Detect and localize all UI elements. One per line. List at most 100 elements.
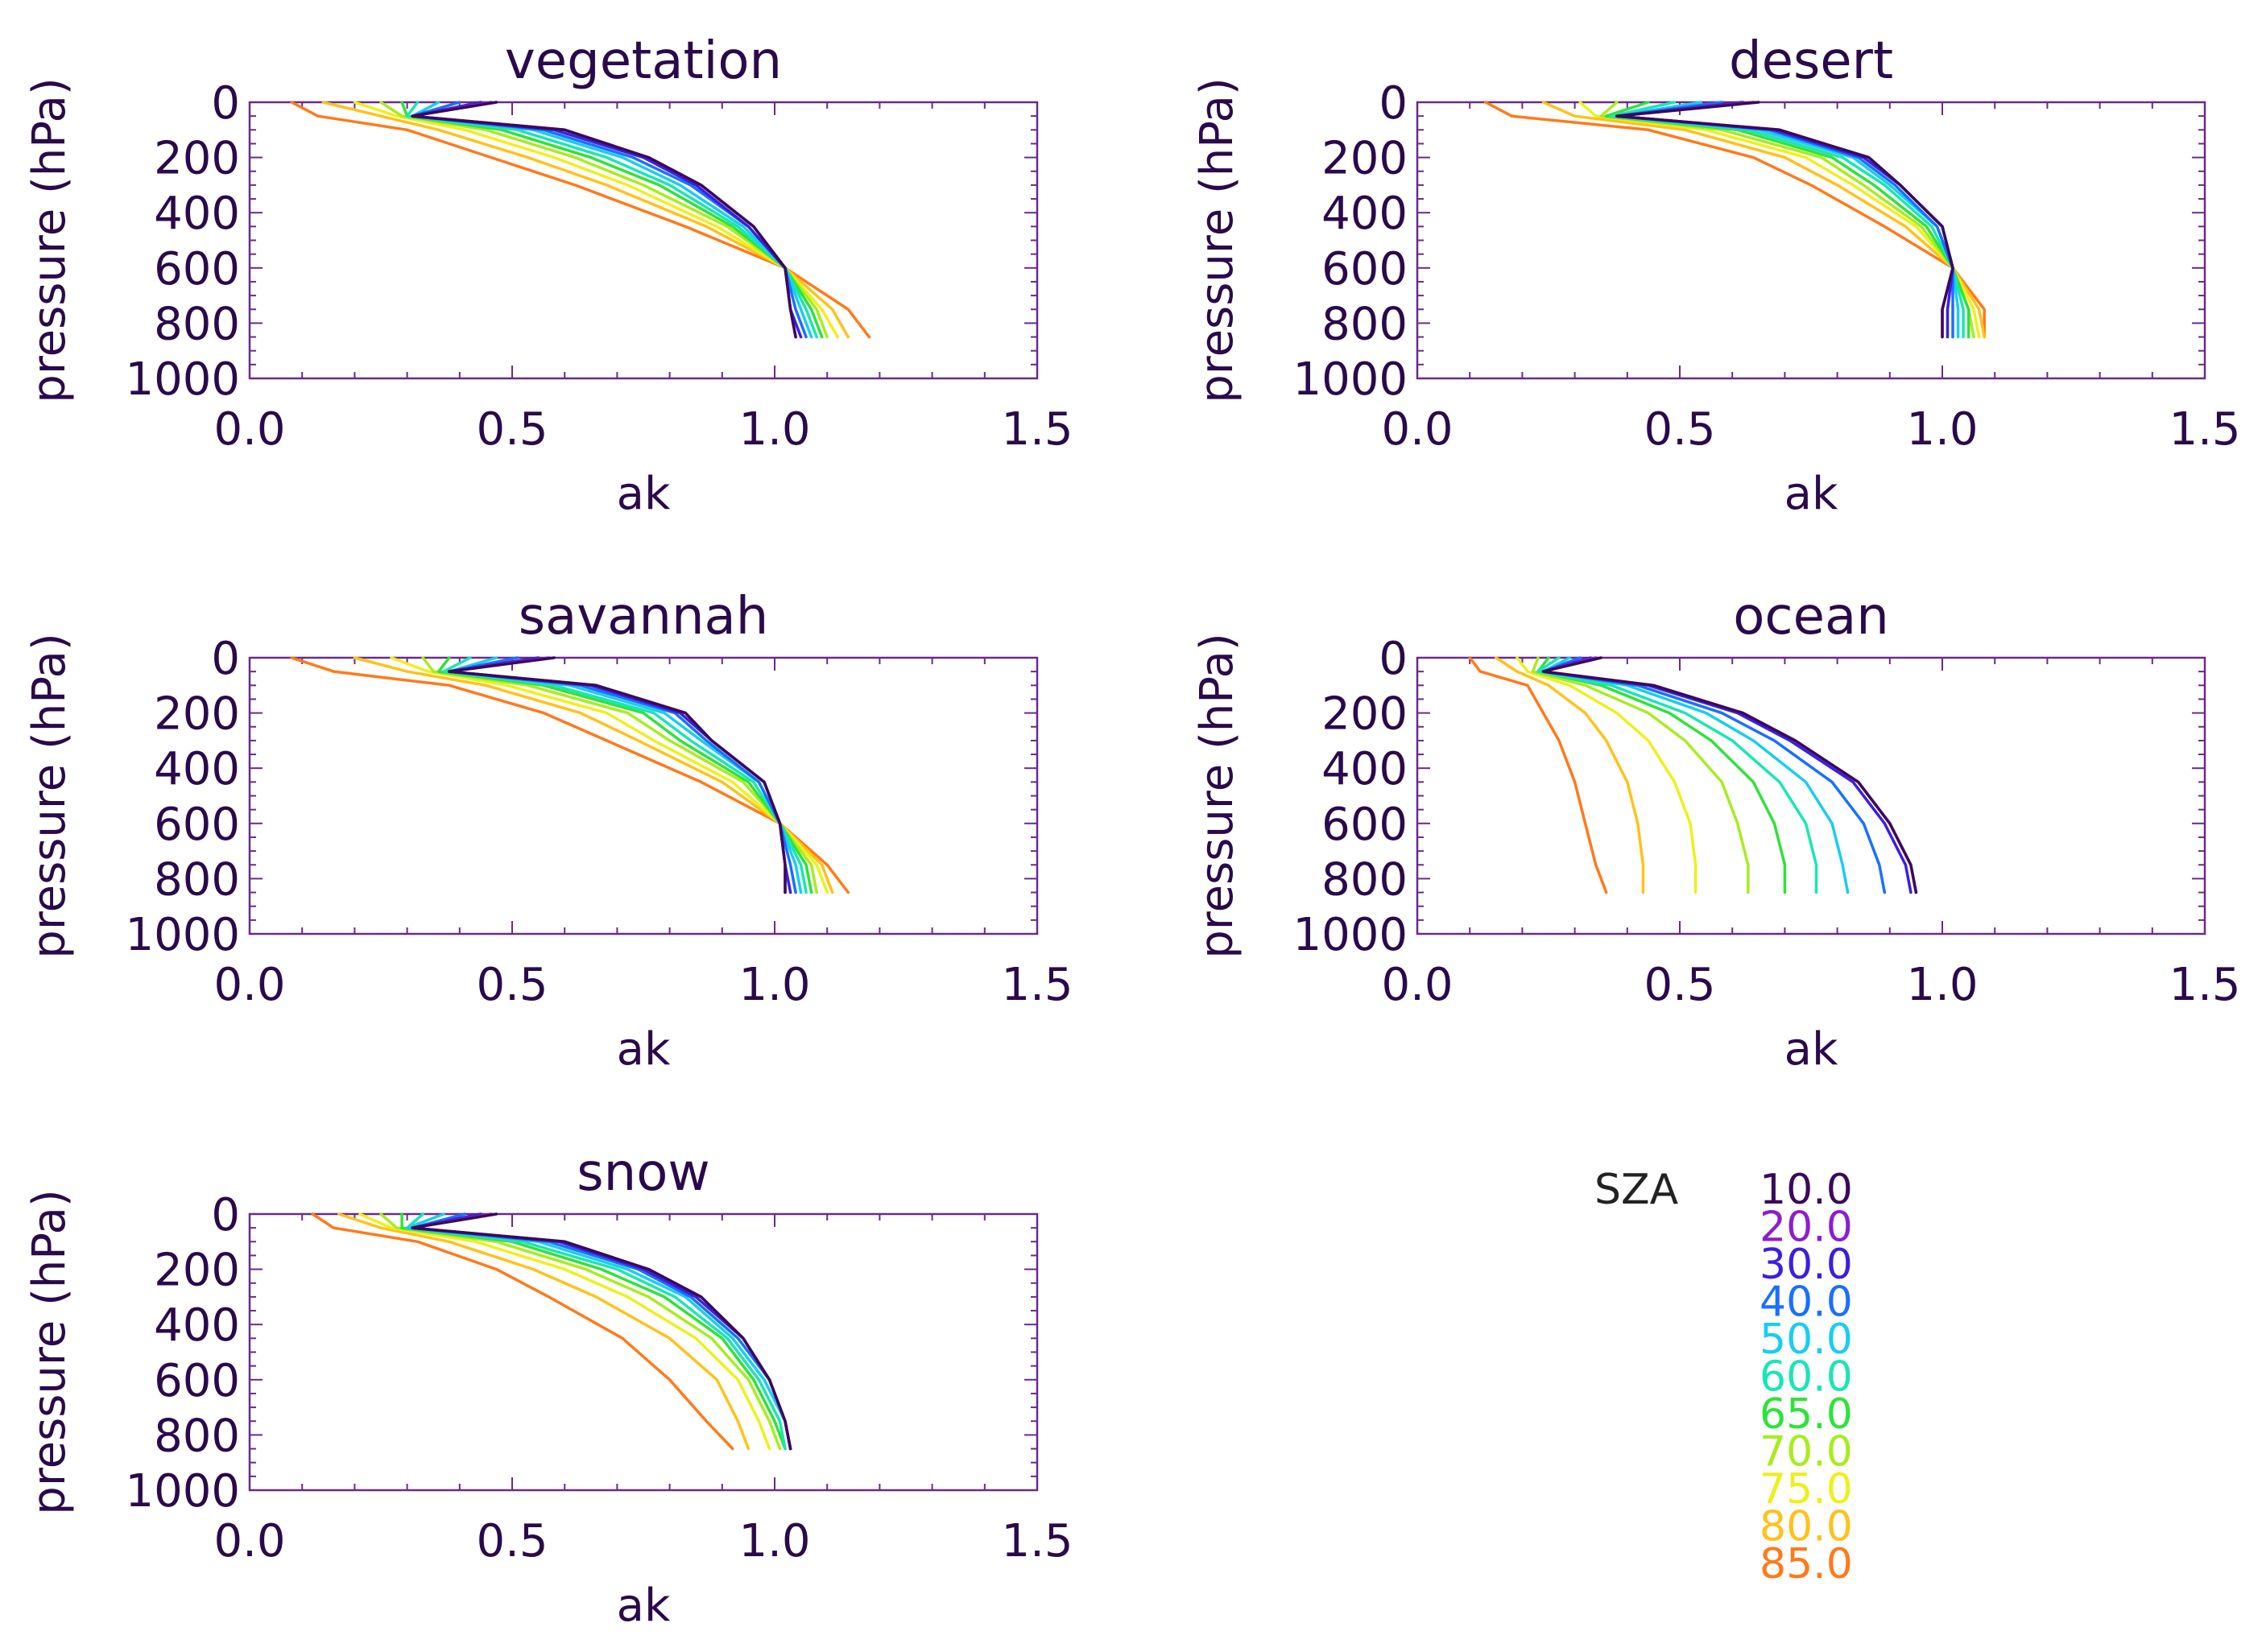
series-line-sza-60-0: [1536, 656, 1818, 894]
y-tick-label: 0: [211, 633, 240, 685]
x-axis-label: ak: [1784, 1023, 1838, 1076]
series-line-sza-10-0: [1541, 656, 1918, 894]
series-line-sza-80-0: [353, 656, 834, 894]
x-tick-label: 0.5: [476, 403, 548, 456]
x-tick-label: 0.5: [1644, 959, 1715, 1011]
plot-frame: [248, 101, 1039, 380]
legend-item-65-0: 65.0: [1760, 1390, 1853, 1439]
legend-item-30-0: 30.0: [1760, 1241, 1853, 1289]
y-tick-label: 0: [211, 1189, 240, 1241]
panel-title: ocean: [1733, 587, 1889, 646]
x-tick-label: 1.0: [738, 403, 810, 456]
y-tick-label: 200: [1321, 133, 1408, 185]
series-line-sza-30-0: [1541, 656, 1913, 894]
x-tick-label: 0.0: [1381, 403, 1453, 456]
y-tick-label: 800: [154, 853, 240, 906]
x-tick-label: 0.0: [1381, 959, 1453, 1011]
y-tick-label: 600: [154, 799, 240, 851]
series-line-sza-70-0: [1531, 656, 1750, 894]
series-line-sza-70-0: [379, 101, 829, 339]
x-axis-label: ak: [617, 1580, 671, 1632]
series-line-sza-85-0: [290, 656, 850, 894]
series-line-sza-10-0: [448, 656, 787, 894]
series-line-sza-80-0: [1541, 101, 1986, 339]
y-tick-label: 800: [1321, 298, 1408, 350]
x-axis-label: ak: [1784, 468, 1838, 520]
legend-item-75-0: 75.0: [1760, 1465, 1853, 1514]
y-axis-label: pressure (hPa): [23, 633, 76, 958]
series-line-sza-85-0: [290, 101, 871, 339]
series-line-sza-75-0: [1516, 656, 1698, 894]
x-tick-label: 1.5: [2169, 959, 2240, 1011]
series-line-sza-65-0: [400, 1212, 787, 1451]
y-axis-label: pressure (hPa): [1191, 77, 1243, 403]
y-tick-label: 800: [154, 1410, 240, 1462]
x-tick-label: 0.0: [213, 403, 285, 456]
series-line-sza-10-0: [1615, 101, 1954, 339]
legend-item-70-0: 70.0: [1760, 1428, 1853, 1476]
y-tick-label: 1000: [1292, 353, 1408, 406]
y-tick-label: 0: [1379, 633, 1408, 685]
series-line-sza-85-0: [311, 1212, 734, 1451]
x-tick-label: 1.5: [1001, 403, 1073, 456]
y-axis-label: pressure (hPa): [1191, 633, 1243, 958]
y-tick-label: 400: [1321, 743, 1408, 795]
y-tick-label: 0: [211, 77, 240, 130]
series-line-sza-85-0: [1484, 101, 1986, 339]
x-tick-label: 0.0: [213, 1515, 285, 1567]
y-tick-label: 800: [1321, 853, 1408, 906]
y-tick-label: 200: [154, 1245, 240, 1297]
x-tick-label: 1.0: [1906, 403, 1978, 456]
series-line-sza-75-0: [353, 101, 839, 339]
legend: SZA 10.020.030.040.050.060.065.070.075.08…: [1594, 1166, 1853, 1588]
legend-item-10-0: 10.0: [1760, 1166, 1853, 1214]
y-tick-label: 400: [154, 743, 240, 795]
y-tick-label: 1000: [125, 1465, 240, 1518]
legend-item-85-0: 85.0: [1760, 1540, 1853, 1588]
panel-title: snow: [577, 1143, 709, 1203]
y-tick-label: 400: [154, 188, 240, 240]
y-tick-label: 200: [154, 688, 240, 741]
y-tick-label: 400: [154, 1299, 240, 1352]
series-line-sza-50-0: [411, 101, 813, 339]
legend-item-60-0: 60.0: [1760, 1353, 1853, 1402]
x-axis-label: ak: [617, 1023, 671, 1076]
series-line-sza-85-0: [1468, 656, 1608, 894]
legend-item-40-0: 40.0: [1760, 1278, 1853, 1327]
x-tick-label: 0.5: [1644, 403, 1715, 456]
y-tick-label: 1000: [125, 353, 240, 406]
y-tick-label: 0: [1379, 77, 1408, 130]
series-line-sza-10-0: [411, 101, 797, 339]
y-tick-label: 600: [1321, 243, 1408, 295]
x-tick-label: 1.0: [738, 959, 810, 1011]
x-tick-label: 1.5: [2169, 403, 2240, 456]
series-line-sza-75-0: [390, 656, 829, 894]
plot-frame: [248, 1212, 1039, 1492]
y-axis-label: pressure (hPa): [23, 1189, 76, 1514]
series-line-sza-60-0: [405, 101, 818, 339]
series-line-sza-80-0: [1495, 656, 1645, 894]
x-tick-label: 1.0: [738, 1515, 810, 1567]
series-line-sza-80-0: [321, 101, 850, 339]
series-line-sza-80-0: [337, 1212, 751, 1451]
panel-title: vegetation: [505, 31, 782, 91]
y-tick-label: 400: [1321, 188, 1408, 240]
legend-item-20-0: 20.0: [1760, 1204, 1853, 1252]
y-tick-label: 800: [154, 298, 240, 350]
x-tick-label: 0.5: [476, 1515, 548, 1567]
y-axis-label: pressure (hPa): [23, 77, 76, 403]
y-tick-label: 1000: [125, 909, 240, 961]
panel-title: desert: [1729, 31, 1893, 91]
y-tick-label: 200: [1321, 688, 1408, 741]
x-tick-label: 0.5: [476, 959, 548, 1011]
y-tick-label: 600: [154, 1355, 240, 1407]
y-tick-label: 1000: [1292, 909, 1408, 961]
y-tick-label: 600: [154, 243, 240, 295]
x-tick-label: 1.5: [1001, 1515, 1073, 1567]
series-line-sza-75-0: [358, 1212, 771, 1451]
